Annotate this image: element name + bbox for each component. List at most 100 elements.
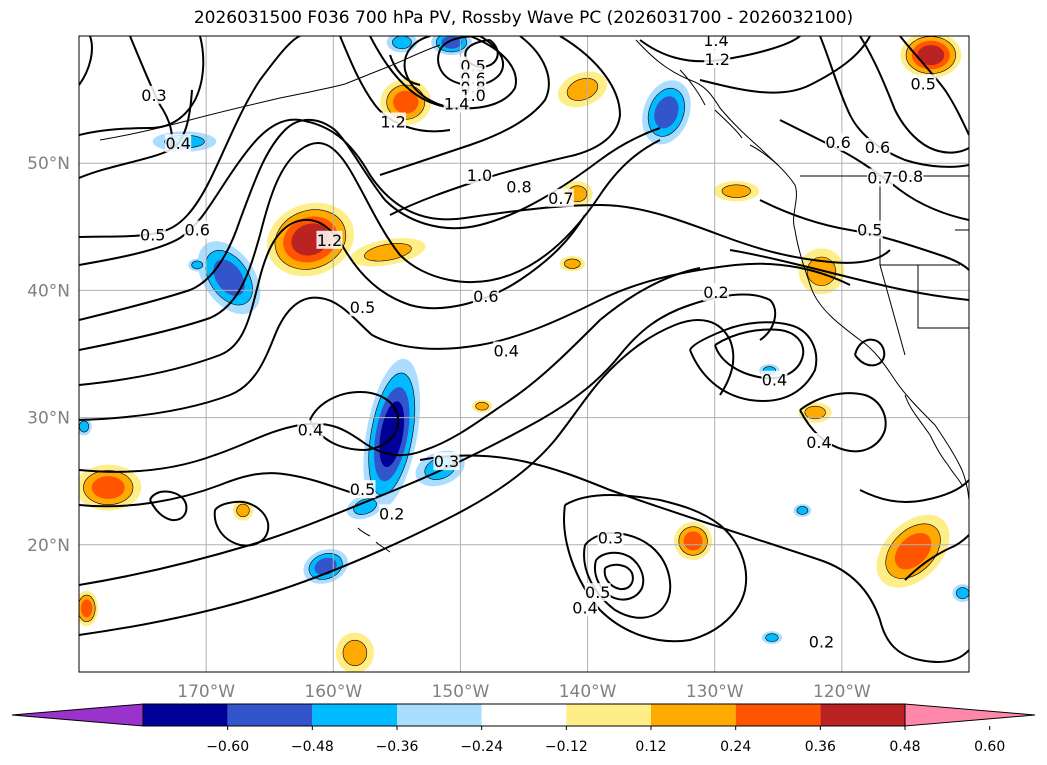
contour-label: 0.5 — [857, 221, 882, 240]
pv-anomaly-level — [796, 506, 809, 515]
contour-line — [79, 118, 891, 266]
pv-anomaly-level — [79, 420, 90, 433]
contour-line — [563, 494, 748, 643]
contour-line — [213, 500, 270, 547]
contour-label-bg — [433, 452, 460, 471]
contour-label: 0.3 — [141, 86, 166, 105]
pv-anomaly-level — [765, 633, 779, 642]
pv-anomaly-level — [955, 587, 969, 599]
colorbar-tick-label: 0.60 — [974, 739, 1005, 755]
coastlines — [99, 39, 969, 553]
colorbar-box — [143, 704, 228, 726]
contour-label: 0.5 — [350, 298, 375, 317]
contour-label: 0.8 — [506, 177, 531, 196]
pv-anomaly-level — [80, 599, 93, 618]
colorbar-box — [820, 704, 905, 726]
contour-label-bg — [597, 528, 624, 547]
contour-line — [339, 36, 451, 133]
contour-label-bg — [297, 420, 324, 439]
contour-label: 0.6 — [185, 221, 210, 240]
contour-labels: 0.30.40.50.60.50.60.81.01.41.21.41.21.00… — [139, 31, 937, 652]
contour-label: 1.4 — [703, 31, 728, 50]
pv-anomaly-level — [654, 96, 679, 129]
north-america-coast — [635, 39, 969, 501]
pv-anomaly-level — [364, 243, 412, 262]
colorbar-tick-label: 0.12 — [635, 739, 666, 755]
contour-label-bg — [584, 583, 611, 602]
latitude-tick-label: 20°N — [27, 536, 70, 556]
colorbar-tick-label: −0.12 — [545, 739, 588, 755]
contour-label: 0.2 — [809, 633, 834, 652]
contour-label-bg — [165, 134, 192, 153]
colorbar-box — [481, 704, 567, 726]
colorbar-tick-label: 0.36 — [805, 739, 836, 755]
contour-label-bg — [864, 137, 891, 156]
longitude-tick-label: 160°W — [304, 682, 362, 702]
pv-anomaly — [793, 504, 812, 517]
contour-line — [149, 490, 188, 522]
pv-anomaly — [798, 402, 832, 423]
pv-anomaly-level — [721, 184, 751, 198]
pv-anomaly-level — [191, 260, 204, 270]
contour-label-bg — [702, 36, 729, 50]
longitude-tick-label: 170°W — [177, 682, 235, 702]
southeast-alaska-islands — [679, 69, 779, 166]
contour-line — [779, 119, 969, 221]
contour-line — [79, 139, 661, 351]
contour-line — [419, 454, 969, 663]
contour-label: 0.6 — [825, 133, 850, 152]
hawaii-islands — [357, 527, 391, 553]
contour-label: 1.2 — [705, 50, 730, 69]
map-frame — [78, 35, 970, 673]
pv-anomaly-shading — [79, 36, 969, 672]
latitude-tick-label: 40°N — [27, 281, 70, 301]
contour-label: 0.4 — [572, 598, 597, 617]
contour-line — [729, 249, 969, 301]
contour-line — [79, 319, 735, 636]
pv-anomaly-level — [564, 258, 581, 269]
contour-line — [759, 199, 969, 271]
contour-line — [904, 534, 969, 581]
pv-anomaly-level — [91, 476, 125, 500]
pv-anomaly — [79, 417, 92, 436]
contour-label: 0.3 — [434, 452, 459, 471]
pv-anomaly — [952, 584, 969, 603]
contour-label-bg — [493, 341, 520, 360]
contour-label: 0.4 — [806, 433, 831, 452]
contour-label-bg — [378, 504, 405, 523]
pv-anomaly-level — [475, 401, 489, 411]
pv-anomaly-level — [566, 77, 599, 101]
pv-anomaly-level — [392, 36, 412, 50]
longitude-tick-label: 120°W — [813, 682, 871, 702]
contour-label: 1.2 — [317, 231, 342, 250]
colorbar-box — [651, 704, 736, 726]
contour-line — [389, 54, 421, 86]
contour-line — [699, 36, 871, 94]
contour-line — [899, 36, 969, 136]
contour-label: 0.7 — [867, 168, 892, 187]
longitude-tick-label: 150°W — [432, 682, 490, 702]
pv-anomaly — [557, 71, 608, 108]
pv-anomaly — [386, 36, 418, 53]
pv-anomaly — [363, 358, 421, 510]
contour-label: 0.4 — [298, 420, 323, 439]
colorbar: −0.60 −0.48 −0.36 −0.24 −0.12 0.12 0.24 0.36 0.4… — [11, 703, 1036, 755]
contour-line — [79, 293, 777, 586]
colorbar-extend-low — [11, 703, 144, 727]
colorbar-tick-label: −0.60 — [206, 739, 249, 755]
contour-label-bg — [472, 286, 499, 305]
colorbar-tick-label: −0.24 — [460, 739, 503, 755]
pv-anomaly — [197, 241, 261, 315]
contour-label-bg — [702, 282, 729, 301]
colorbar-box — [566, 704, 651, 726]
contour-label-bg — [316, 230, 343, 249]
contour-line — [603, 563, 634, 591]
contour-label-bg — [380, 112, 407, 131]
contour-label-bg — [443, 94, 470, 113]
pv-anomaly — [79, 464, 142, 511]
colorbar-tick-label: −0.36 — [376, 739, 419, 755]
contour-label-bg — [184, 220, 211, 239]
pv-anomaly — [713, 181, 760, 202]
contour-label: 0.3 — [598, 528, 623, 547]
colorbar-tick-label: −0.48 — [291, 739, 334, 755]
